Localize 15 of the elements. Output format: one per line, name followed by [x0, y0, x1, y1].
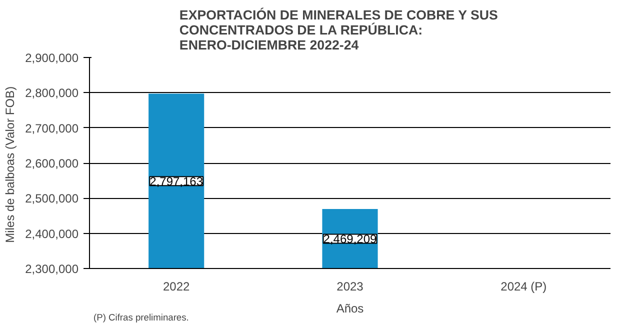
data-label: 2,797,163: [150, 174, 204, 189]
chart-title: EXPORTACIÓN DE MINERALES DE COBRE Y SUS CONCENTRADOS DE LA REPÚBLICA: ENERO-DICIEMBRE 2022-24: [179, 8, 498, 52]
x-tick-label: 2023: [336, 280, 364, 294]
y-tick-label: 2,900,000: [25, 51, 79, 65]
text: (P) Cifras preliminares.: [94, 312, 189, 322]
y-tick-label: 2,600,000: [25, 156, 79, 170]
y-axis-title: Miles de balboas (Valor FOB): [3, 86, 18, 243]
y-tick-label: 2,400,000: [25, 226, 79, 241]
x-tick-label: 2022: [162, 280, 190, 294]
x-axis-title: Años: [336, 302, 364, 316]
x-tick-label: 2024 (P): [500, 280, 547, 294]
y-tick-label: 2,500,000: [25, 192, 79, 206]
y-tick-label: 2,700,000: [25, 121, 79, 136]
y-tick-label: 2,300,000: [25, 262, 79, 276]
y-tick-label: 2,800,000: [25, 86, 79, 100]
